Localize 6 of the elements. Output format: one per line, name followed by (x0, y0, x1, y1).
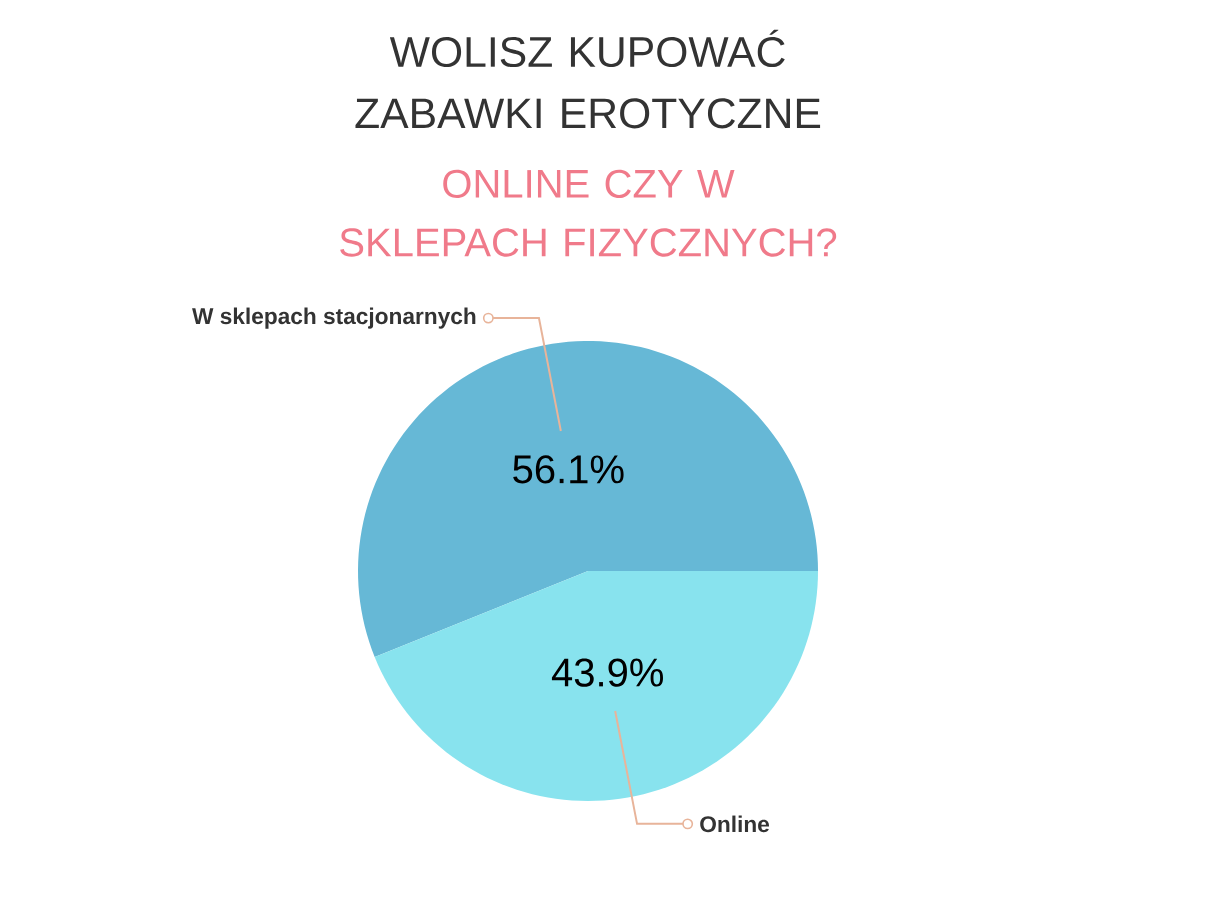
chart-subtitle: ONLINE CZY W SKLEPACH FIZYCZNYCH? (340, 169, 837, 257)
slice-label: Online (700, 815, 770, 833)
data-label: 56.1% (513, 455, 624, 484)
slice-label: W sklepach stacjonarnych (192, 307, 476, 329)
data-label: 43.9% (551, 658, 663, 687)
chart-title: WOLISZ KUPOWAĆ ZABAWKI EROTYCZNE (355, 29, 821, 129)
